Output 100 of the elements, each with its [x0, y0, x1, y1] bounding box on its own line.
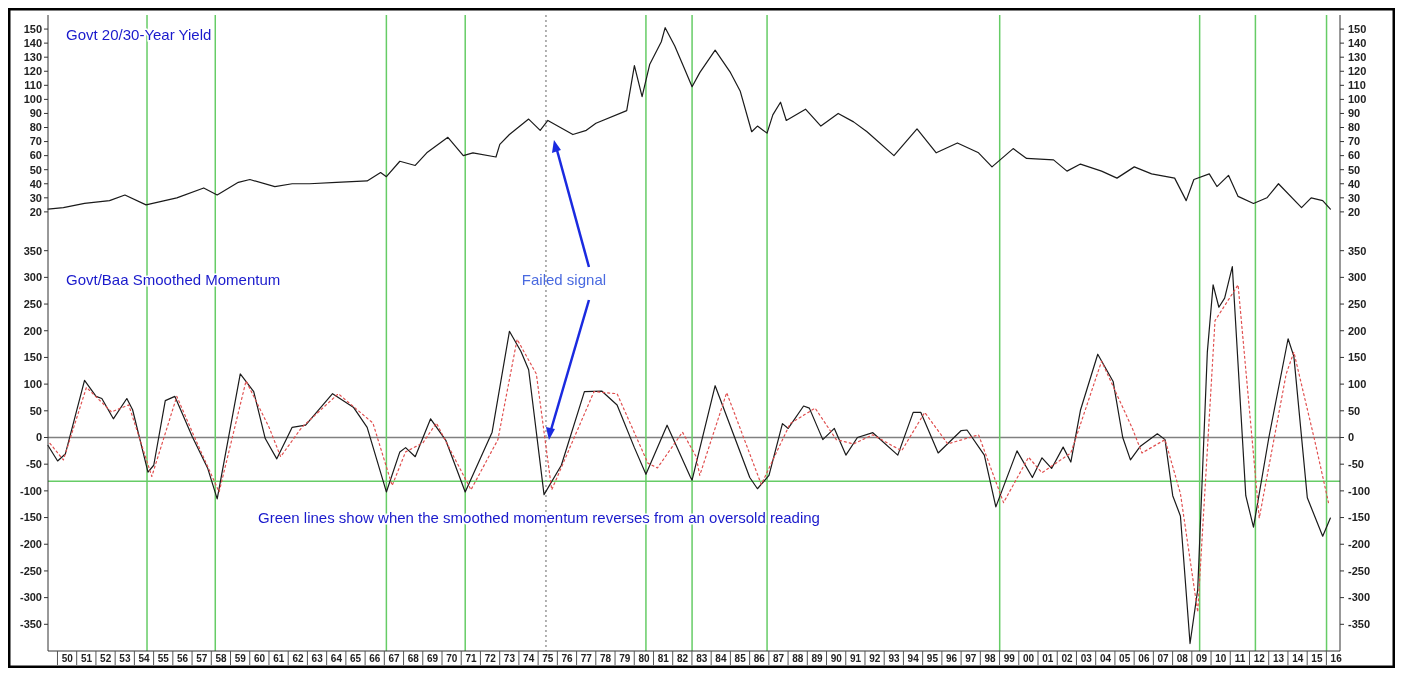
- y-tick-label: 300: [23, 271, 42, 284]
- y2-tick-label: 200: [1348, 324, 1367, 337]
- y-tick-label: 50: [29, 163, 42, 176]
- x-tick-label: 64: [330, 653, 343, 664]
- y2-tick-label: 20: [1348, 205, 1361, 218]
- x-tick-label: 55: [157, 653, 170, 664]
- y2-tick-label: -50: [1348, 458, 1364, 471]
- x-tick-label: 78: [600, 653, 612, 664]
- x-tick-label: 85: [734, 653, 747, 664]
- y2-tick-label: 110: [1348, 79, 1366, 92]
- y2-tick-label: -100: [1348, 484, 1371, 497]
- x-tick-label: 00: [1022, 653, 1035, 664]
- x-tick-label: 86: [753, 653, 766, 664]
- y-tick-label: 60: [29, 149, 42, 162]
- x-tick-label: 59: [234, 653, 247, 664]
- x-tick-label: 02: [1061, 653, 1073, 664]
- y-tick-label: 90: [29, 107, 42, 120]
- x-tick-label: 51: [80, 653, 93, 664]
- x-tick-label: 72: [484, 653, 497, 664]
- y-tick-label: 50: [29, 404, 42, 417]
- x-tick-label: 04: [1099, 653, 1112, 664]
- x-tick-label: 66: [369, 653, 381, 664]
- x-tick-label: 06: [1138, 653, 1150, 664]
- y2-tick-label: 30: [1348, 191, 1361, 204]
- x-tick-label: 88: [792, 653, 804, 664]
- y2-tick-label: 150: [1348, 351, 1367, 364]
- y2-tick-label: 100: [1348, 93, 1367, 106]
- y-tick-label: 0: [35, 431, 42, 444]
- x-tick-label: 95: [926, 653, 939, 664]
- x-tick-label: 77: [580, 653, 593, 664]
- x-tick-label: 92: [869, 653, 881, 664]
- y-tick-label: 30: [29, 191, 42, 204]
- x-tick-label: 90: [830, 653, 843, 664]
- annotation: Failed signal: [521, 271, 607, 288]
- y-tick-label: -50: [26, 458, 42, 471]
- x-tick-label: 84: [715, 653, 727, 664]
- y2-tick-label: -250: [1348, 564, 1371, 577]
- y2-tick-label: -350: [1348, 618, 1371, 631]
- y-tick-label: -250: [19, 564, 42, 577]
- y2-tick-label: 100: [1348, 377, 1367, 390]
- y-tick-label: 140: [23, 36, 42, 49]
- x-tick-label: 99: [1003, 653, 1016, 664]
- y-tick-label: 350: [23, 244, 42, 257]
- y-tick-label: -150: [19, 511, 42, 524]
- x-tick-label: 96: [946, 653, 958, 664]
- y-tick-label: 70: [29, 135, 42, 148]
- x-tick-label: 69: [426, 653, 439, 664]
- x-tick-label: 71: [465, 653, 477, 664]
- x-tick-label: 54: [138, 653, 151, 664]
- x-tick-label: 16: [1330, 653, 1343, 664]
- x-tick-label: 15: [1311, 653, 1323, 664]
- x-tick-label: 63: [311, 653, 324, 664]
- y-tick-label: 200: [23, 324, 42, 337]
- x-tick-label: 70: [446, 653, 458, 664]
- text: Govt 20/30-Year Yield: [66, 26, 212, 43]
- y2-tick-label: 300: [1348, 271, 1367, 284]
- x-tick-label: 12: [1253, 653, 1266, 664]
- x-tick-label: 62: [292, 653, 304, 664]
- x-tick-label: 56: [177, 653, 189, 664]
- x-tick-label: 60: [253, 653, 266, 664]
- y-tick-label: 120: [23, 65, 42, 78]
- y-tick-label: -100: [19, 484, 42, 497]
- y-tick-label: -350: [19, 618, 42, 631]
- x-tick-label: 67: [388, 653, 401, 664]
- y2-tick-label: -150: [1348, 511, 1371, 524]
- y2-tick-label: 130: [1348, 51, 1367, 64]
- y-tick-label: 20: [29, 205, 42, 218]
- x-tick-label: 80: [638, 653, 651, 664]
- y2-tick-label: -200: [1348, 538, 1371, 551]
- y2-tick-label: 250: [1348, 297, 1367, 310]
- y2-tick-label: 150: [1348, 22, 1367, 35]
- y-tick-label: 100: [23, 93, 42, 106]
- x-tick-label: 10: [1215, 653, 1227, 664]
- y-tick-label: 150: [23, 22, 42, 35]
- y2-tick-label: 350: [1348, 244, 1367, 257]
- x-tick-label: 81: [657, 653, 670, 664]
- x-tick-label: 73: [503, 653, 516, 664]
- y-tick-label: 250: [23, 297, 42, 310]
- y2-tick-label: 120: [1348, 65, 1367, 78]
- x-tick-label: 58: [215, 653, 228, 664]
- x-tick-label: 01: [1042, 653, 1054, 664]
- y-tick-label: 80: [29, 121, 42, 134]
- x-tick-label: 87: [773, 653, 785, 664]
- y2-tick-label: 140: [1348, 36, 1367, 49]
- y-tick-label: -300: [19, 591, 42, 604]
- x-tick-label: 03: [1080, 653, 1093, 664]
- y2-tick-label: 40: [1348, 177, 1361, 190]
- x-tick-label: 82: [676, 653, 689, 664]
- x-tick-label: 68: [407, 653, 420, 664]
- y-tick-label: 110: [24, 79, 42, 92]
- y2-tick-label: -300: [1348, 591, 1371, 604]
- y-tick-label: 40: [29, 177, 42, 190]
- y-tick-label: 100: [23, 377, 42, 390]
- y-tick-label: -200: [19, 538, 42, 551]
- x-tick-label: 94: [907, 653, 920, 664]
- x-tick-label: 76: [561, 653, 574, 664]
- x-tick-label: 61: [273, 653, 285, 664]
- x-tick-label: 14: [1292, 653, 1304, 664]
- x-tick-label: 91: [849, 653, 862, 664]
- x-tick-label: 75: [542, 653, 554, 664]
